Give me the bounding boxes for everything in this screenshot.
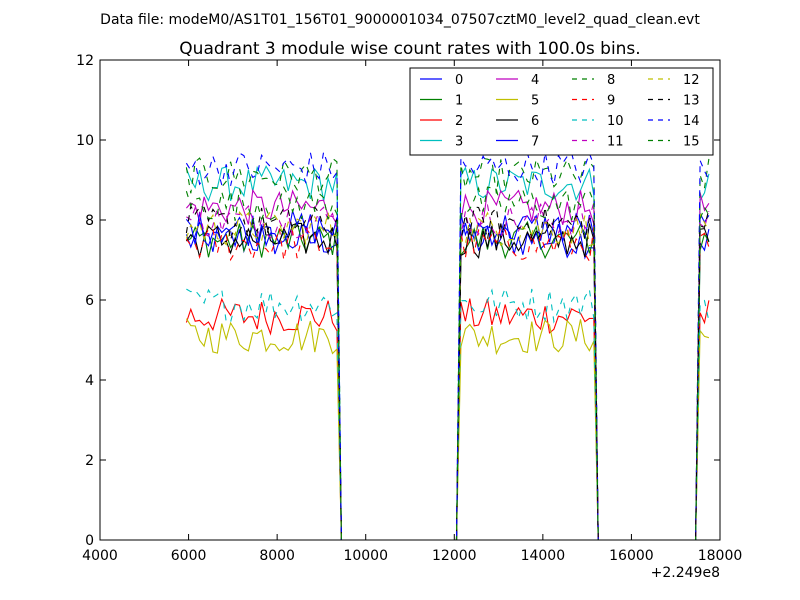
x-tick-label: 8000 [259,548,295,564]
x-tick-label: 18000 [698,548,743,564]
series-line-12 [185,210,710,540]
axes: 4000 6000 8000 10000 12000 14000 16000 18000 0 2 4… [76,53,742,564]
x-tick-label: 16000 [609,548,654,564]
y-tick-label: 12 [76,53,94,69]
series-line-4 [185,188,710,540]
series-line-13 [185,204,710,540]
legend-label: 1 [455,94,463,109]
legend-label: 11 [607,135,624,150]
series-line-8 [185,157,710,540]
legend-label: 10 [607,114,624,129]
series-line-1 [186,220,710,540]
suptitle: Data file: modeM0/AS1T01_156T01_90000010… [100,12,700,28]
x-offset-label: +2.249e8 [651,565,720,581]
legend-label: 2 [455,114,463,129]
legend-label: 8 [607,73,615,88]
plot-area [185,151,710,540]
x-tick-label: 14000 [521,548,566,564]
legend-label: 6 [531,114,539,129]
series-line-11 [186,202,710,540]
series-line-9 [185,226,710,540]
x-tick-label: 6000 [171,548,207,564]
legend-label: 12 [683,73,700,88]
y-tick-label: 6 [85,293,94,309]
series-line-15 [185,186,710,540]
x-tick-label: 4000 [82,548,118,564]
y-tick-label: 4 [85,373,94,389]
legend-label: 9 [607,94,615,109]
series-line-2 [185,297,710,540]
legend-label: 4 [531,73,539,88]
y-tick-label: 8 [85,213,94,229]
y-tick-label: 10 [76,133,94,149]
series-line-3 [185,165,710,540]
series-line-5 [185,318,710,540]
y-tick-label: 0 [85,533,94,549]
legend-label: 7 [531,135,539,150]
y-tick-label: 2 [85,453,94,469]
legend-label: 3 [455,135,463,150]
series-line-10 [186,286,710,540]
legend-label: 14 [683,114,700,129]
series-line-0 [185,220,710,540]
x-tick-label: 10000 [343,548,388,564]
legend-label: 15 [683,135,700,150]
series-line-7 [185,210,710,540]
x-tick-label: 12000 [432,548,477,564]
legend-label: 5 [531,94,539,109]
chart-title: Quadrant 3 module wise count rates with … [179,39,640,59]
legend-label: 0 [455,73,463,88]
series-line-6 [185,222,710,540]
legend-label: 13 [683,94,700,109]
